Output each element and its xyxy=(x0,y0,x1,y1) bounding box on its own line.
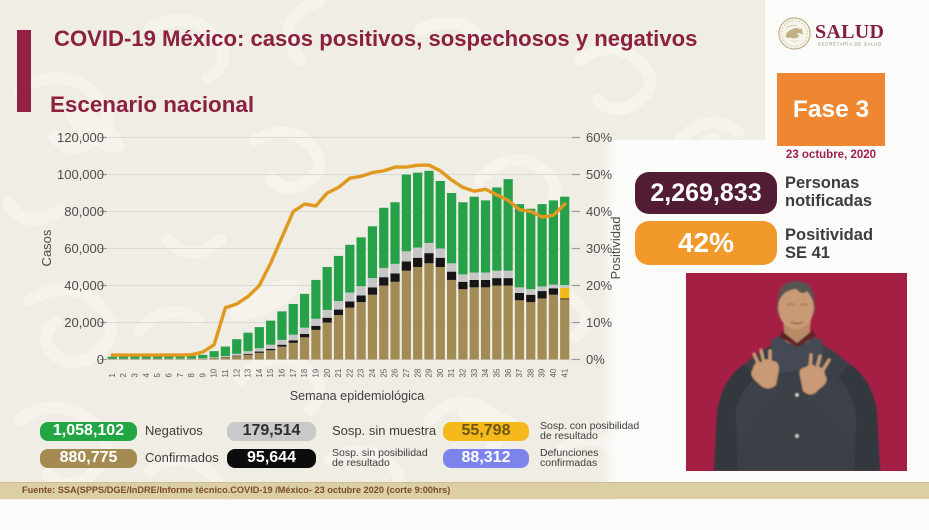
svg-text:SALUD: SALUD xyxy=(815,21,884,43)
svg-text:40: 40 xyxy=(549,368,558,377)
svg-text:0%: 0% xyxy=(586,352,605,367)
svg-text:60,000: 60,000 xyxy=(64,241,104,256)
svg-text:0: 0 xyxy=(97,352,104,367)
svg-text:60%: 60% xyxy=(586,130,612,145)
svg-text:4: 4 xyxy=(142,373,151,378)
svg-text:20,000: 20,000 xyxy=(64,315,104,330)
svg-text:25: 25 xyxy=(379,368,388,377)
svg-text:100,000: 100,000 xyxy=(57,167,104,182)
svg-text:31: 31 xyxy=(447,369,456,378)
svg-text:10: 10 xyxy=(210,368,219,377)
svg-text:22: 22 xyxy=(345,369,354,378)
svg-text:23: 23 xyxy=(357,369,366,378)
svg-text:6: 6 xyxy=(164,373,173,377)
svg-text:8: 8 xyxy=(187,373,196,377)
svg-text:15: 15 xyxy=(266,368,275,377)
svg-text:34: 34 xyxy=(481,368,490,377)
svg-text:11: 11 xyxy=(221,369,230,377)
svg-text:26: 26 xyxy=(391,369,400,378)
svg-text:1: 1 xyxy=(108,373,117,377)
svg-text:3: 3 xyxy=(131,373,140,377)
svg-text:14: 14 xyxy=(255,368,264,377)
svg-text:32: 32 xyxy=(459,369,468,378)
svg-text:12: 12 xyxy=(232,369,241,378)
svg-text:29: 29 xyxy=(425,369,434,378)
svg-text:Positividad: Positividad xyxy=(608,217,623,280)
svg-text:7: 7 xyxy=(176,373,185,377)
svg-text:19: 19 xyxy=(312,369,321,378)
svg-text:37: 37 xyxy=(515,369,524,378)
svg-text:120,000: 120,000 xyxy=(57,130,104,145)
svg-text:39: 39 xyxy=(538,369,547,378)
svg-text:24: 24 xyxy=(368,368,377,377)
svg-text:33: 33 xyxy=(470,369,479,378)
svg-text:Semana epidemiológica: Semana epidemiológica xyxy=(290,389,424,403)
svg-text:10%: 10% xyxy=(586,315,612,330)
svg-text:36: 36 xyxy=(504,369,513,378)
svg-text:13: 13 xyxy=(244,369,253,378)
svg-text:28: 28 xyxy=(413,369,422,378)
svg-text:20: 20 xyxy=(323,368,332,377)
svg-text:50%: 50% xyxy=(586,167,612,182)
svg-text:27: 27 xyxy=(402,369,411,378)
svg-text:35: 35 xyxy=(492,368,501,377)
svg-text:21: 21 xyxy=(334,369,343,378)
svg-text:16: 16 xyxy=(278,369,287,378)
svg-text:20%: 20% xyxy=(586,278,612,293)
svg-text:41: 41 xyxy=(560,369,569,378)
svg-text:40,000: 40,000 xyxy=(64,278,104,293)
svg-text:30: 30 xyxy=(436,368,445,377)
svg-text:9: 9 xyxy=(198,373,207,377)
svg-text:40%: 40% xyxy=(586,204,612,219)
svg-text:18: 18 xyxy=(300,369,309,378)
svg-text:5: 5 xyxy=(153,373,162,378)
svg-text:17: 17 xyxy=(289,369,298,378)
svg-text:2: 2 xyxy=(119,373,128,377)
svg-text:SECRETARÍA DE SALUD: SECRETARÍA DE SALUD xyxy=(818,42,882,47)
svg-text:30%: 30% xyxy=(586,241,612,256)
svg-text:80,000: 80,000 xyxy=(64,204,104,219)
svg-text:38: 38 xyxy=(526,369,535,378)
svg-text:Casos: Casos xyxy=(39,229,54,266)
